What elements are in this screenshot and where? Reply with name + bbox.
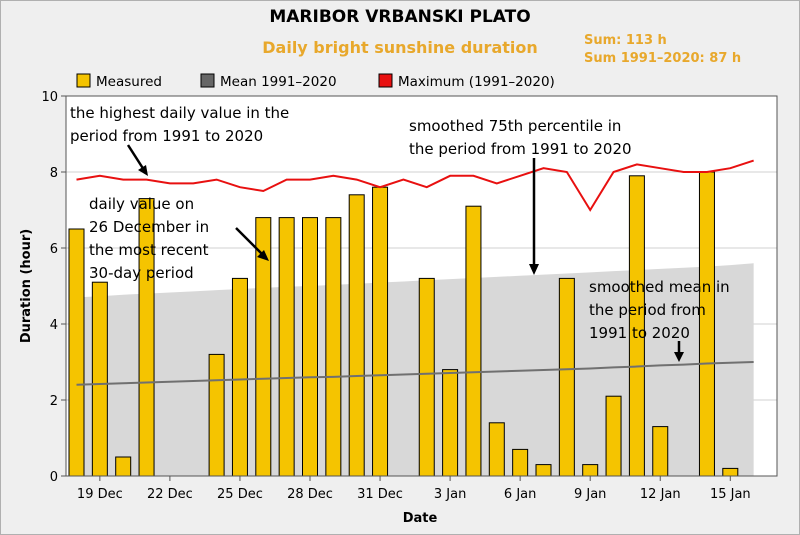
annotation-p75: smoothed 75th percentile in the period f…: [409, 117, 632, 275]
measured-bar: [68, 228, 85, 477]
x-tick-label: 31 Dec: [357, 487, 403, 502]
measured-bar: [208, 353, 225, 477]
chart-subtitle: Daily bright sunshine duration: [262, 38, 538, 57]
measured-bars: [68, 171, 739, 477]
annotation-daily-arrowhead: [257, 250, 269, 261]
y-tick-label: 2: [50, 394, 58, 409]
x-tick-label: 25 Dec: [217, 487, 263, 502]
y-tick-label: 10: [41, 90, 58, 105]
y-tick-label: 6: [50, 242, 58, 257]
y-axis-label: Duration (hour): [19, 229, 34, 343]
plot-border: [65, 95, 778, 477]
measured-bar: [605, 395, 622, 477]
measured-bar: [348, 194, 365, 477]
annotation-max-line2: period from 1991 to 2020: [70, 127, 263, 145]
measured-bar: [325, 217, 342, 477]
annotation-mean-arrowhead: [674, 352, 684, 362]
annotation-mean-line3: 1991 to 2020: [589, 324, 690, 342]
maximum-line: [76, 159, 754, 212]
annotation-daily-line1: daily value on: [89, 195, 194, 213]
legend-swatch-measured: [76, 73, 91, 88]
y-tick-label: 4: [50, 318, 58, 333]
x-tick-label: 28 Dec: [287, 487, 333, 502]
x-axis-ticks: 19 Dec 22 Dec 25 Dec 28 Dec 31 Dec 3 Jan 6 Jan…: [77, 476, 751, 502]
chart-title: MARIBOR VRBANSKI PLATO: [269, 7, 530, 27]
annotation-mean-line2: the period from: [589, 301, 706, 319]
annotation-mean: smoothed mean in the period from 1991 to…: [589, 278, 730, 362]
annotation-daily-arrow: [235, 227, 264, 256]
x-tick-label: 22 Dec: [147, 487, 193, 502]
y-tick-label: 8: [50, 166, 58, 181]
y-axis-ticks: 0 2 4 6 8 10: [41, 90, 66, 485]
measured-bar: [442, 369, 459, 477]
measured-bar: [652, 426, 669, 477]
measured-bar: [558, 277, 575, 477]
legend-swatch-maximum: [378, 73, 393, 88]
x-tick-label: 3 Jan: [434, 487, 466, 502]
annotation-daily-line2: 26 December in: [89, 218, 209, 236]
annotation-max-arrowhead: [138, 165, 148, 176]
x-tick-label: 9 Jan: [574, 487, 606, 502]
measured-bar: [302, 217, 318, 477]
x-tick-label: 19 Dec: [77, 487, 123, 502]
measured-bar: [488, 422, 505, 477]
annotation-daily-line4: 30-day period: [89, 264, 194, 282]
annotation-daily: daily value on 26 December in the most r…: [89, 195, 269, 282]
legend-label-measured: Measured: [96, 74, 162, 90]
legend-swatch-mean: [200, 73, 215, 88]
x-tick-label: 15 Jan: [710, 487, 751, 502]
measured-bar: [535, 464, 552, 477]
annotation-p75-line2: the period from 1991 to 2020: [409, 140, 632, 158]
annotation-max-arrow: [126, 144, 146, 171]
measured-bar: [278, 217, 295, 477]
x-tick-label: 12 Jan: [640, 487, 681, 502]
sum-label: Sum: 113 h: [584, 33, 667, 48]
annotation-max: the highest daily value in the period fr…: [70, 104, 289, 176]
annotation-p75-line1: smoothed 75th percentile in: [409, 117, 621, 135]
measured-bar: [698, 171, 715, 477]
measured-bar: [418, 277, 435, 477]
measured-bar: [512, 448, 529, 477]
measured-bar: [582, 464, 599, 477]
annotation-mean-line1: smoothed mean in: [589, 278, 730, 296]
annotation-p75-arrowhead: [529, 264, 539, 275]
measured-bar: [722, 467, 739, 477]
measured-bar: [465, 205, 482, 477]
mean-line: [76, 361, 754, 386]
legend: Measured Mean 1991–2020 Maximum (1991–20…: [76, 73, 555, 90]
measured-bar: [91, 281, 108, 477]
annotation-daily-line3: the most recent: [89, 241, 209, 259]
measured-bar: [115, 456, 132, 477]
sum-normal-label: Sum 1991–2020: 87 h: [584, 51, 741, 66]
x-tick-label: 6 Jan: [504, 487, 536, 502]
annotation-max-line1: the highest daily value in the: [70, 104, 289, 122]
legend-label-maximum: Maximum (1991–2020): [398, 74, 555, 90]
legend-label-mean: Mean 1991–2020: [220, 74, 337, 90]
measured-bar: [372, 186, 389, 477]
y-tick-label: 0: [50, 470, 58, 485]
measured-bar: [231, 277, 248, 477]
x-axis-label: Date: [403, 511, 438, 526]
